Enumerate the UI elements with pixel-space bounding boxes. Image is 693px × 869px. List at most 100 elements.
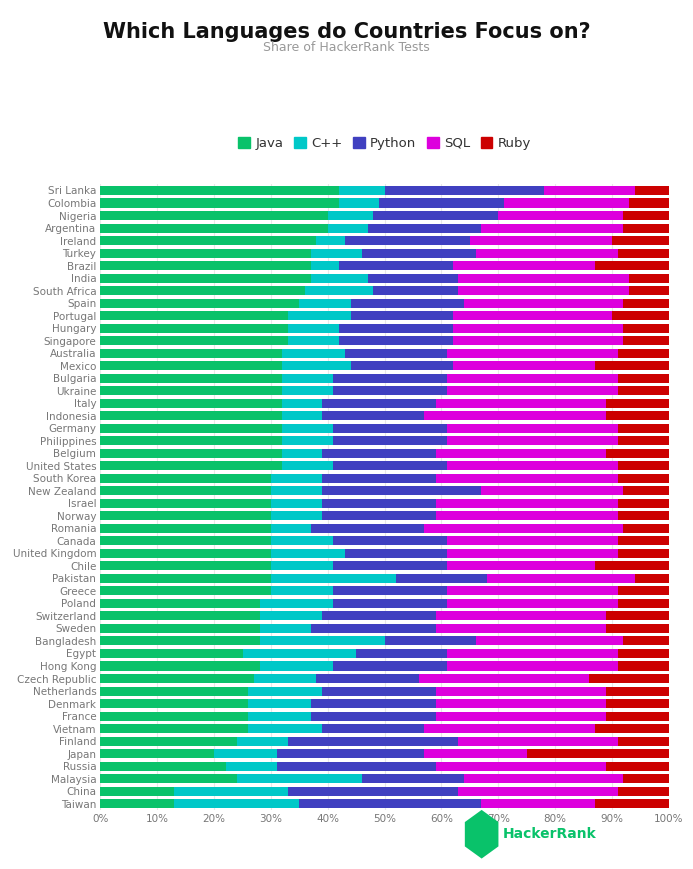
- Bar: [544, 186, 635, 195]
- Bar: [100, 561, 271, 570]
- Bar: [453, 362, 595, 370]
- Bar: [277, 761, 436, 771]
- Bar: [339, 336, 453, 345]
- Bar: [305, 286, 374, 295]
- Bar: [288, 323, 339, 333]
- Bar: [606, 448, 669, 458]
- Bar: [100, 211, 328, 220]
- Bar: [328, 211, 374, 220]
- Bar: [606, 624, 669, 633]
- Bar: [424, 749, 527, 758]
- Bar: [282, 374, 333, 382]
- Bar: [310, 261, 339, 270]
- Bar: [436, 699, 606, 708]
- Bar: [498, 211, 623, 220]
- Bar: [271, 587, 333, 595]
- Bar: [100, 487, 271, 495]
- Bar: [629, 286, 669, 295]
- Bar: [100, 223, 328, 233]
- Bar: [424, 411, 606, 421]
- Bar: [310, 699, 436, 708]
- Bar: [623, 336, 669, 345]
- Bar: [459, 737, 617, 746]
- Bar: [606, 411, 669, 421]
- Bar: [100, 436, 282, 445]
- Bar: [617, 599, 669, 608]
- Bar: [629, 198, 669, 208]
- Bar: [617, 374, 669, 382]
- Bar: [100, 374, 282, 382]
- Bar: [595, 799, 669, 808]
- Bar: [100, 687, 248, 695]
- Bar: [271, 487, 322, 495]
- Bar: [100, 674, 254, 683]
- Bar: [459, 274, 629, 282]
- Bar: [310, 274, 367, 282]
- Bar: [100, 724, 248, 733]
- Bar: [288, 311, 351, 320]
- Bar: [617, 461, 669, 470]
- Bar: [617, 587, 669, 595]
- Bar: [100, 699, 248, 708]
- Bar: [447, 424, 617, 433]
- Bar: [100, 411, 282, 421]
- Bar: [447, 549, 617, 558]
- Bar: [214, 749, 277, 758]
- Bar: [447, 348, 617, 358]
- Bar: [356, 649, 447, 658]
- Bar: [100, 474, 271, 483]
- Bar: [475, 249, 617, 257]
- Bar: [277, 749, 424, 758]
- Bar: [310, 712, 436, 720]
- Bar: [367, 223, 481, 233]
- Bar: [100, 536, 271, 546]
- Bar: [100, 274, 310, 282]
- Bar: [606, 761, 669, 771]
- Bar: [288, 336, 339, 345]
- Bar: [322, 487, 481, 495]
- Bar: [436, 712, 606, 720]
- Bar: [100, 636, 260, 646]
- Bar: [100, 761, 225, 771]
- Bar: [282, 448, 322, 458]
- Bar: [100, 786, 175, 796]
- Bar: [374, 211, 498, 220]
- Bar: [606, 712, 669, 720]
- Bar: [175, 799, 299, 808]
- Bar: [470, 236, 612, 245]
- Bar: [317, 674, 419, 683]
- Bar: [617, 249, 669, 257]
- Bar: [100, 587, 271, 595]
- Bar: [345, 348, 447, 358]
- Bar: [328, 223, 367, 233]
- Bar: [100, 424, 282, 433]
- Text: Share of HackerRank Tests: Share of HackerRank Tests: [263, 41, 430, 54]
- Bar: [271, 549, 345, 558]
- Bar: [436, 612, 606, 620]
- Bar: [617, 511, 669, 521]
- Bar: [487, 574, 635, 583]
- Bar: [617, 536, 669, 546]
- Bar: [447, 386, 617, 395]
- Bar: [100, 624, 260, 633]
- Bar: [100, 286, 305, 295]
- Bar: [436, 687, 606, 695]
- Bar: [260, 661, 333, 671]
- Bar: [100, 348, 282, 358]
- Bar: [436, 399, 606, 408]
- Bar: [447, 436, 617, 445]
- Bar: [333, 587, 447, 595]
- Bar: [100, 236, 317, 245]
- Bar: [617, 499, 669, 507]
- Bar: [623, 223, 669, 233]
- Bar: [333, 424, 447, 433]
- Bar: [282, 461, 333, 470]
- Bar: [100, 499, 271, 507]
- Bar: [606, 399, 669, 408]
- Bar: [100, 511, 271, 521]
- Bar: [282, 424, 333, 433]
- Bar: [623, 299, 669, 308]
- Bar: [623, 323, 669, 333]
- Bar: [100, 524, 271, 533]
- Bar: [617, 386, 669, 395]
